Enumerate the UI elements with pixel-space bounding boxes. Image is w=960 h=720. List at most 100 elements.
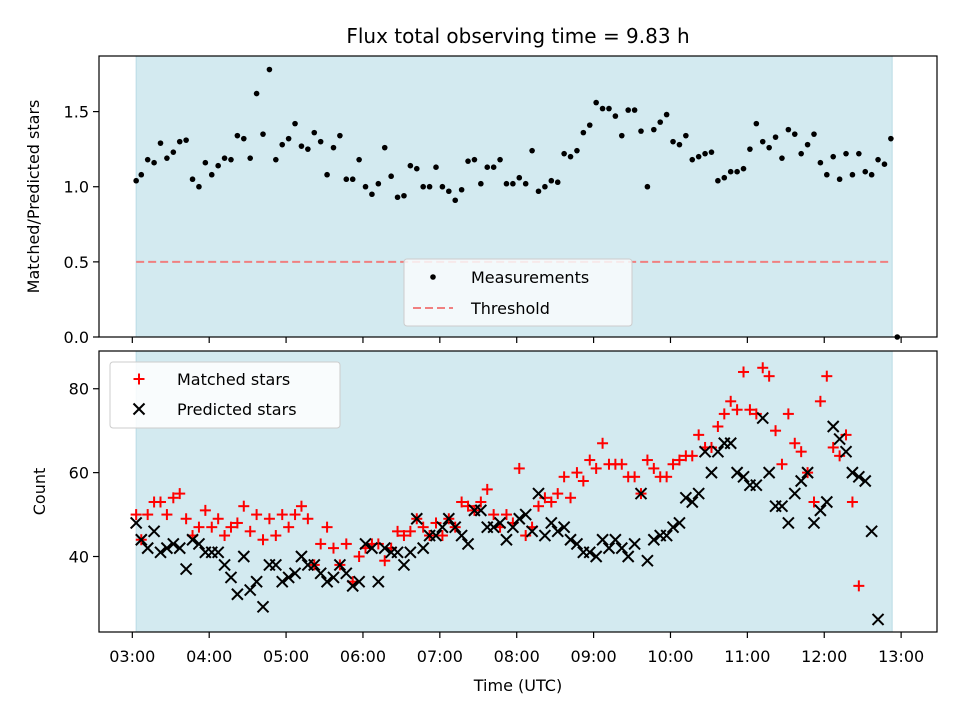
predicted-star-point bbox=[859, 474, 872, 488]
predicted-star-point bbox=[493, 516, 507, 530]
predicted-star-point bbox=[833, 432, 846, 446]
measurement-point bbox=[638, 128, 644, 134]
predicted-star-point bbox=[442, 512, 456, 525]
measurement-point bbox=[362, 183, 369, 190]
matched-star-point bbox=[686, 450, 698, 462]
measurement-point bbox=[708, 149, 715, 155]
x-tick-label: 13:00 bbox=[878, 647, 924, 666]
measurement-point bbox=[413, 165, 420, 172]
legend-threshold-label: Threshold bbox=[470, 299, 550, 318]
measurement-point bbox=[465, 158, 471, 164]
measurement-point bbox=[133, 177, 139, 184]
x-tick-label: 03:00 bbox=[109, 647, 155, 666]
matched-star-point bbox=[174, 488, 186, 500]
matched-star-point bbox=[212, 513, 224, 525]
measurement-point bbox=[772, 134, 779, 140]
ratio-y-axis-label: Matched/Predicted stars bbox=[24, 100, 43, 294]
matched-star-point bbox=[814, 395, 826, 407]
matched-star-point bbox=[584, 454, 596, 466]
matched-star-point bbox=[238, 500, 250, 512]
predicted-star-point bbox=[269, 558, 283, 572]
measurement-point bbox=[676, 141, 683, 148]
predicted-star-point bbox=[160, 541, 174, 555]
measurement-point bbox=[388, 173, 394, 180]
measurement-point bbox=[381, 144, 388, 151]
measurement-point bbox=[689, 156, 696, 163]
measurement-point bbox=[644, 183, 651, 190]
predicted-star-point bbox=[391, 546, 404, 559]
measurement-point bbox=[253, 90, 260, 97]
measurement-point bbox=[221, 155, 228, 161]
matched-star-point bbox=[436, 530, 448, 542]
predicted-star-point bbox=[135, 533, 148, 546]
predicted-star-point bbox=[404, 546, 417, 559]
predicted-star-point bbox=[570, 537, 584, 551]
predicted-star-point bbox=[724, 437, 737, 450]
matched-star-point bbox=[782, 408, 794, 420]
predicted-star-point bbox=[352, 575, 366, 588]
predicted-star-point bbox=[698, 445, 712, 458]
predicted-star-point bbox=[282, 571, 295, 584]
measurement-point bbox=[753, 120, 760, 127]
matched-star-point bbox=[513, 462, 525, 474]
matched-star-point bbox=[750, 408, 762, 420]
measurement-point bbox=[856, 150, 862, 157]
measurement-point bbox=[727, 168, 734, 175]
matched-star-point bbox=[404, 525, 416, 537]
predicted-star-point bbox=[378, 541, 391, 555]
legend-predicted-marker bbox=[132, 402, 146, 416]
predicted-star-point bbox=[519, 508, 532, 521]
measurement-point bbox=[606, 105, 612, 112]
measurement-point bbox=[618, 132, 625, 139]
matched-star-point bbox=[500, 509, 512, 521]
matched-star-point bbox=[257, 534, 269, 546]
matched-star-point bbox=[167, 492, 179, 504]
measurement-point bbox=[266, 66, 273, 73]
matched-star-point bbox=[353, 551, 365, 563]
y-tick-label: 0.5 bbox=[64, 253, 89, 272]
predicted-star-point bbox=[660, 529, 673, 542]
matched-star-point bbox=[340, 538, 352, 550]
ratio-x-ticks bbox=[131, 337, 902, 343]
measurement-point bbox=[446, 188, 452, 195]
matched-star-point bbox=[808, 496, 820, 508]
predicted-star-point bbox=[865, 525, 878, 538]
predicted-star-point bbox=[372, 575, 385, 588]
matched-star-point bbox=[244, 525, 256, 537]
predicted-star-point bbox=[762, 466, 776, 479]
y-tick-label: 1.5 bbox=[64, 103, 89, 122]
measurement-point bbox=[337, 132, 343, 139]
measurement-point bbox=[798, 150, 804, 157]
predicted-star-point bbox=[179, 562, 193, 576]
predicted-star-point bbox=[583, 546, 596, 559]
matched-star-point bbox=[712, 420, 724, 432]
predicted-star-point bbox=[218, 558, 231, 572]
ratio-legend: Measurements Threshold bbox=[403, 258, 633, 327]
predicted-star-point bbox=[224, 571, 238, 584]
legend-cross-glyph bbox=[132, 402, 146, 416]
matched-star-point bbox=[545, 496, 557, 508]
matched-star-point bbox=[757, 362, 769, 374]
measurement-point bbox=[593, 99, 599, 106]
matched-star-point bbox=[398, 530, 410, 542]
legend-measurements-label: Measurements bbox=[471, 268, 589, 287]
predicted-star-point bbox=[839, 445, 853, 458]
measurement-point bbox=[292, 120, 298, 127]
y-tick-label: 1.0 bbox=[64, 178, 89, 197]
predicted-star-point bbox=[532, 487, 545, 500]
matched-star-point bbox=[520, 530, 532, 542]
predicted-star-point bbox=[129, 516, 143, 530]
predicted-star-point bbox=[167, 537, 180, 551]
matched-star-point bbox=[130, 509, 142, 521]
count-y-axis-label: Count bbox=[30, 468, 49, 516]
legend-measurements-marker bbox=[430, 274, 436, 280]
measurement-point bbox=[164, 155, 170, 161]
measurement-point bbox=[458, 186, 465, 193]
measurement-point bbox=[599, 105, 606, 112]
measurement-point bbox=[484, 164, 491, 170]
measurement-point bbox=[349, 176, 356, 183]
measurement-point bbox=[586, 122, 593, 128]
matched-star-point bbox=[597, 437, 609, 449]
measurement-point bbox=[759, 138, 766, 145]
